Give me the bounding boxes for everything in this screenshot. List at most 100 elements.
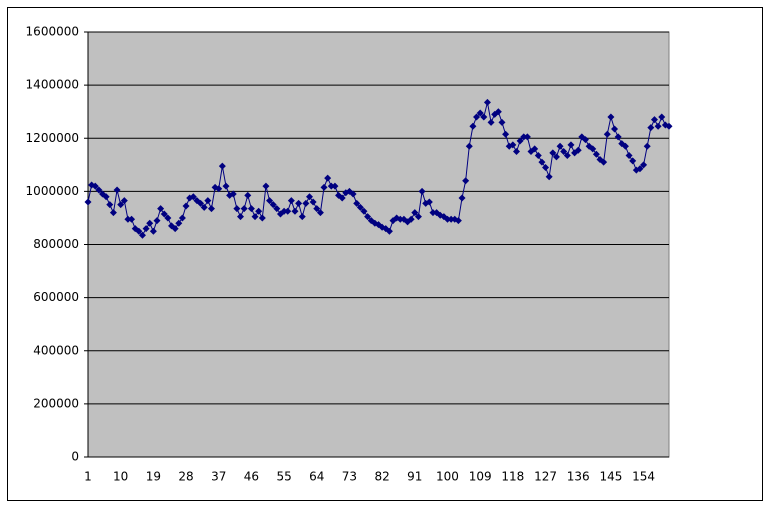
data-marker	[356, 203, 364, 211]
data-marker	[258, 214, 266, 222]
data-marker	[200, 203, 208, 211]
x-tick-label: 46	[244, 470, 259, 484]
y-tick-label: 1600000	[26, 25, 79, 39]
data-marker	[338, 194, 346, 202]
y-tick-label: 200000	[33, 396, 79, 410]
data-marker	[298, 213, 306, 221]
x-tick-label: 55	[276, 470, 291, 484]
data-marker	[182, 202, 190, 210]
data-marker	[331, 182, 339, 190]
data-marker	[222, 182, 230, 190]
data-marker	[280, 207, 288, 215]
data-marker	[120, 197, 128, 205]
data-marker	[567, 141, 575, 149]
data-marker	[600, 158, 608, 166]
data-marker	[560, 148, 568, 156]
data-marker	[512, 148, 520, 156]
data-marker	[636, 165, 644, 173]
data-marker	[124, 215, 132, 223]
x-tick-label: 118	[501, 470, 524, 484]
data-marker	[164, 214, 172, 222]
data-marker	[429, 209, 437, 217]
data-marker	[592, 150, 600, 158]
data-marker	[589, 145, 597, 153]
data-marker	[247, 205, 255, 213]
x-tick-label: 28	[178, 470, 193, 484]
data-marker	[262, 182, 270, 190]
y-tick-label: 1000000	[26, 184, 79, 198]
data-marker	[552, 153, 560, 161]
data-marker	[153, 217, 161, 225]
data-marker	[215, 185, 223, 193]
data-marker	[160, 210, 168, 218]
data-marker	[621, 142, 629, 150]
data-marker	[494, 108, 502, 116]
x-tick-label: 91	[407, 470, 422, 484]
x-tick-label: 145	[599, 470, 622, 484]
x-tick-label: 127	[534, 470, 557, 484]
data-marker	[349, 190, 357, 198]
data-marker	[516, 137, 524, 145]
data-marker	[643, 142, 651, 150]
y-tick-label: 800000	[33, 237, 79, 251]
data-marker	[418, 187, 426, 195]
data-marker	[204, 197, 212, 205]
data-marker	[146, 219, 154, 227]
x-tick-label: 1	[84, 470, 92, 484]
data-marker	[545, 173, 553, 181]
data-marker	[306, 193, 314, 201]
x-tick-label: 136	[567, 470, 590, 484]
data-marker	[91, 182, 99, 190]
x-tick-label: 100	[436, 470, 459, 484]
data-marker	[149, 227, 157, 235]
data-marker	[625, 152, 633, 160]
data-marker	[95, 186, 103, 194]
data-marker	[117, 201, 125, 209]
data-marker	[218, 162, 226, 170]
data-marker	[414, 213, 422, 221]
data-marker	[157, 205, 165, 213]
data-marker	[273, 205, 281, 213]
data-marker	[360, 207, 368, 215]
data-marker	[447, 215, 455, 223]
data-marker	[665, 122, 673, 130]
y-tick-label: 1400000	[26, 78, 79, 92]
data-marker	[237, 213, 245, 221]
data-marker	[396, 215, 404, 223]
x-tick-label: 37	[211, 470, 226, 484]
data-marker	[483, 98, 491, 106]
data-marker	[614, 133, 622, 141]
data-marker	[458, 194, 466, 202]
data-marker	[556, 142, 564, 150]
data-marker	[295, 199, 303, 207]
data-marker	[353, 199, 361, 207]
data-marker	[313, 205, 321, 213]
data-marker	[287, 197, 295, 205]
data-marker	[109, 209, 117, 217]
data-marker	[320, 183, 328, 191]
data-marker	[142, 225, 150, 233]
data-marker	[473, 113, 481, 121]
data-marker	[647, 124, 655, 132]
data-marker	[84, 198, 92, 206]
data-marker	[581, 136, 589, 144]
data-marker	[233, 205, 241, 213]
data-marker	[462, 177, 470, 185]
data-marker	[520, 133, 528, 141]
data-marker	[385, 227, 393, 235]
data-marker	[658, 113, 666, 121]
data-marker	[171, 225, 179, 233]
data-marker	[175, 219, 183, 227]
data-marker	[102, 193, 110, 201]
data-marker	[523, 133, 531, 141]
data-marker	[291, 207, 299, 215]
data-marker	[549, 149, 557, 157]
data-marker	[509, 141, 517, 149]
data-marker	[309, 198, 317, 206]
data-marker	[178, 214, 186, 222]
data-marker	[244, 191, 252, 199]
data-marker	[425, 198, 433, 206]
x-tick-label: 64	[309, 470, 324, 484]
data-marker	[611, 125, 619, 133]
x-tick-label: 154	[632, 470, 655, 484]
